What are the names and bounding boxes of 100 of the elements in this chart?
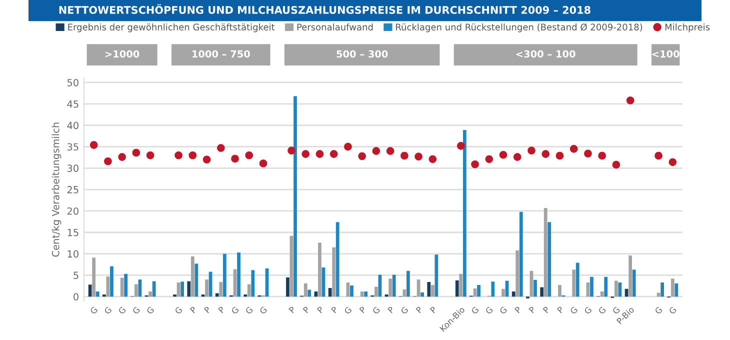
bar (614, 280, 618, 297)
point (400, 152, 408, 160)
bar (124, 274, 128, 297)
y-tick-label: 10 (68, 250, 78, 258)
y-tick-label: 0 (74, 293, 78, 300)
point (259, 159, 268, 168)
point (513, 153, 522, 161)
text: >1000 (105, 50, 140, 58)
y-tick-label: 30 (67, 164, 78, 172)
x-tick-label: P (388, 306, 395, 314)
point (104, 157, 112, 166)
point (146, 151, 154, 160)
bar (88, 284, 92, 297)
x-tick-label: P (302, 306, 310, 314)
bar (572, 270, 576, 297)
bar (244, 294, 248, 297)
point (584, 150, 592, 158)
x-tick-label: G (90, 306, 98, 315)
bar (328, 288, 332, 297)
point (499, 150, 508, 159)
x-tick-label: P (556, 306, 564, 314)
bar (134, 284, 138, 297)
bar (455, 280, 459, 297)
bar (215, 293, 219, 297)
bar (318, 242, 322, 297)
point (654, 152, 662, 160)
bar (219, 282, 223, 297)
x-tick-label: G (598, 306, 606, 315)
bar (558, 285, 562, 297)
point (556, 152, 564, 160)
text: <100 (652, 50, 680, 58)
bar (247, 284, 251, 297)
bar (600, 291, 604, 297)
bar (173, 294, 176, 297)
point (570, 144, 578, 153)
x-tick-label: P (416, 306, 423, 314)
point (202, 156, 211, 164)
x-tick-label: P (331, 306, 338, 314)
bar (187, 281, 191, 297)
bar (96, 291, 100, 297)
x-tick-label: G (344, 306, 352, 315)
x-tick-label: G (146, 306, 154, 315)
bar (180, 282, 184, 297)
chart-title: NETTOWERTSCHÖPFUNG UND MILCHAUSZAHLUNGSPREISE IM DURCHSCHNITT 2009 – 2018 (59, 4, 590, 14)
bar (251, 270, 255, 297)
bar (674, 283, 678, 297)
y-tick-label: 25 (67, 186, 78, 194)
legend-label: Rücklagen und Rückstellungen (Bestand Ø 2009-2018) (396, 23, 642, 32)
bar (102, 294, 106, 297)
x-tick-label: P (514, 306, 522, 314)
bar (519, 212, 523, 297)
text: <300 – 100 (516, 50, 576, 58)
bar (148, 291, 152, 297)
bar (576, 262, 580, 297)
bar (670, 278, 674, 297)
bar (430, 285, 434, 297)
bar (360, 291, 364, 297)
x-tick-label: G (372, 306, 380, 315)
point (188, 151, 197, 160)
point (216, 144, 225, 152)
bar (392, 274, 396, 297)
x-tick-label: G (118, 306, 126, 315)
x-tick-label: P (316, 306, 324, 314)
point (316, 150, 324, 158)
bar (194, 264, 198, 297)
bar (364, 291, 368, 297)
point (372, 147, 380, 155)
x-tick-label: G (654, 306, 663, 315)
y-tick-label: 35 (67, 143, 78, 151)
point (471, 160, 479, 168)
x-tick-label: G (400, 306, 409, 315)
bar (152, 281, 156, 297)
x-tick-label: G (470, 306, 480, 315)
x-tick-label: P (288, 306, 296, 314)
x-tick-label: G (132, 306, 140, 315)
bar (534, 280, 537, 297)
bar (427, 282, 431, 297)
x-tick-label: P (190, 306, 197, 314)
bar (222, 254, 226, 297)
point (598, 152, 606, 160)
point (344, 142, 352, 151)
point (174, 151, 182, 160)
y-tick-label: 45 (67, 100, 78, 108)
bar (604, 276, 608, 297)
point (428, 155, 437, 164)
x-tick-label: G (668, 306, 677, 315)
bar (459, 274, 463, 297)
bar (332, 247, 336, 297)
x-tick-label: G (570, 306, 578, 315)
point (90, 141, 98, 149)
bar (548, 222, 552, 297)
x-tick-label: G (174, 306, 183, 315)
point (118, 153, 126, 161)
point (330, 150, 338, 158)
x-tick-label: P (528, 306, 536, 314)
bar (190, 256, 194, 297)
legend-label: Ergebnis der gewöhnlichen Geschäftstätigkeit (68, 23, 275, 32)
x-tick-label: G (485, 306, 494, 315)
x-tick-label: G (245, 306, 254, 315)
x-tick-label: P (204, 306, 212, 314)
